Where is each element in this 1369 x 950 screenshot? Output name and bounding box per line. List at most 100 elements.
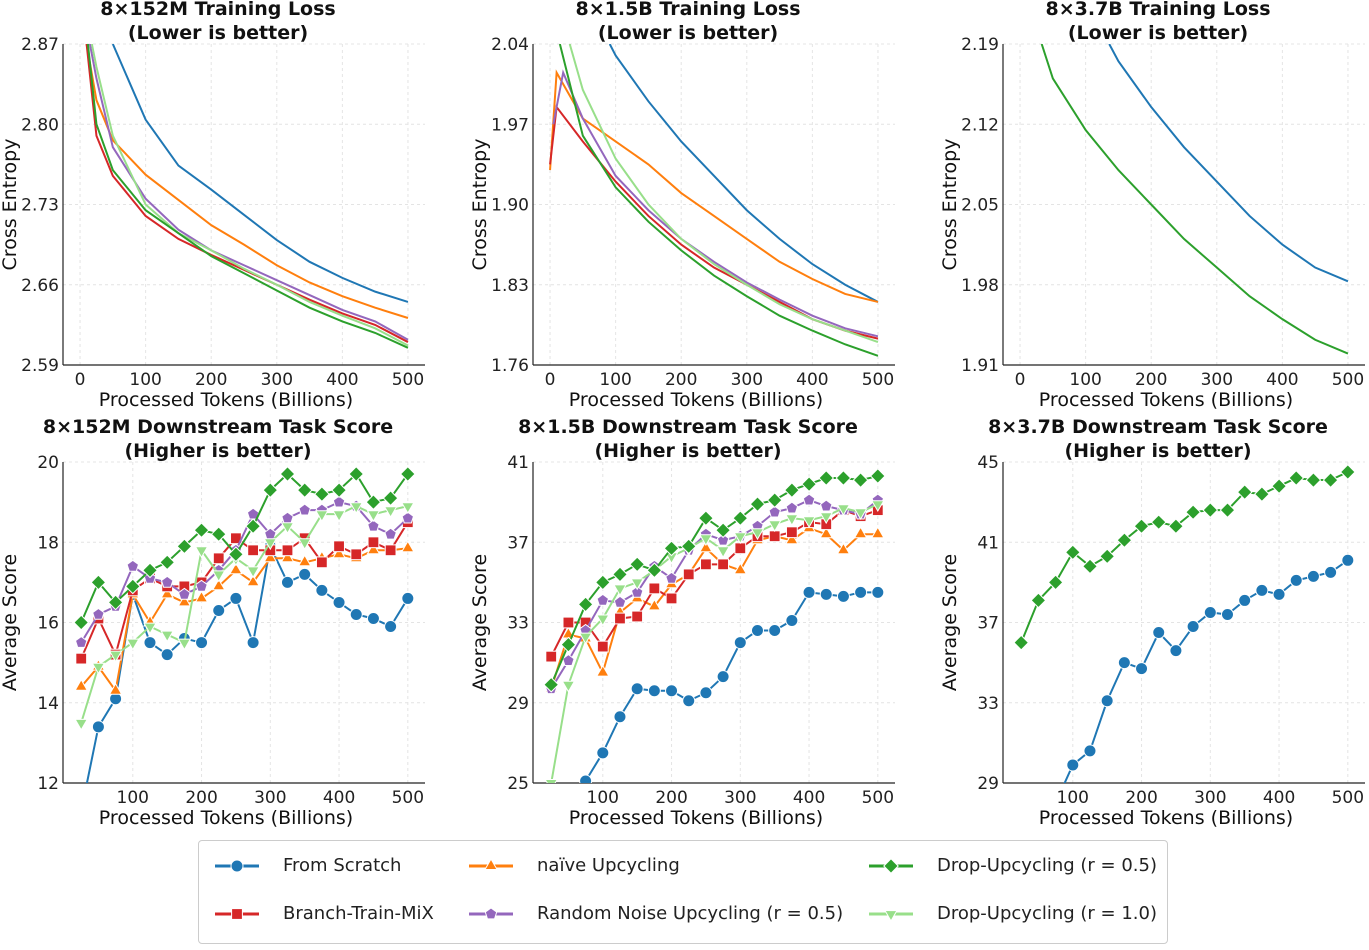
point-from_scratch bbox=[1169, 644, 1183, 658]
point-naive bbox=[853, 526, 868, 539]
point-from_scratch bbox=[1324, 565, 1338, 579]
point-drop10 bbox=[561, 680, 576, 693]
legend-label: naïve Upcycling bbox=[537, 855, 680, 876]
point-from_scratch bbox=[1289, 573, 1303, 587]
point-drop05 bbox=[1013, 634, 1030, 651]
chart-title: 8×1.5B Downstream Task Score bbox=[518, 416, 858, 438]
point-from_scratch bbox=[1203, 605, 1217, 619]
y-axis-label: Average Score bbox=[0, 554, 21, 691]
panel-4: 100 200 300 400 500 25 29 33 37 41 8×1.5B Downstre… bbox=[469, 416, 895, 829]
legend-label: From Scratch bbox=[283, 855, 402, 876]
point-drop05 bbox=[331, 482, 348, 499]
x-tick-label: 200 bbox=[1135, 370, 1167, 390]
x-tick-label: 500 bbox=[1332, 370, 1364, 390]
point-drop05 bbox=[629, 556, 646, 573]
point-drop05 bbox=[296, 482, 313, 499]
point-rnu bbox=[596, 593, 610, 606]
panel-1: 0 100 200 300 400 500 1.76 1.83 1.90 1.97 2.04 8×1.… bbox=[469, 0, 895, 411]
point-drop05 bbox=[697, 510, 714, 527]
point-btx bbox=[350, 548, 363, 561]
point-drop10 bbox=[280, 522, 295, 535]
point-drop10 bbox=[870, 500, 885, 512]
x-tick-label: 300 bbox=[724, 788, 756, 808]
legend-label: Random Noise Upcycling (r = 0.5) bbox=[537, 903, 844, 924]
legend-item-drop10: Drop-Upcycling (r = 1.0) bbox=[869, 903, 1157, 924]
point-drop05 bbox=[1219, 502, 1236, 519]
point-drop05 bbox=[1236, 484, 1253, 501]
y-tick-label: 2.73 bbox=[21, 196, 59, 216]
point-from_scratch bbox=[682, 694, 696, 708]
x-tick-label: 100 bbox=[599, 370, 631, 390]
chart-title: 8×3.7B Downstream Task Score bbox=[988, 416, 1328, 438]
point-from_scratch bbox=[768, 624, 782, 638]
point-from_scratch bbox=[1100, 694, 1114, 708]
legend-marker-diamond bbox=[883, 857, 899, 874]
point-naive bbox=[263, 550, 278, 563]
y-tick-label: 33 bbox=[507, 614, 529, 634]
y-tick-label: 20 bbox=[37, 453, 59, 473]
point-from_scratch bbox=[1117, 656, 1131, 670]
point-from_scratch bbox=[75, 805, 87, 817]
point-drop05 bbox=[313, 486, 330, 503]
y-axis-label: Cross Entropy bbox=[939, 139, 961, 271]
point-from_scratch bbox=[613, 710, 627, 724]
point-drop05 bbox=[594, 574, 611, 591]
point-drop10 bbox=[400, 502, 415, 514]
x-tick-label: 300 bbox=[1194, 788, 1226, 808]
point-btx bbox=[768, 530, 781, 543]
point-from_scratch bbox=[1066, 758, 1080, 772]
legend: From Scratch naïve Upcycling Drop-Upcyclin… bbox=[198, 840, 1168, 944]
point-from_scratch bbox=[647, 684, 661, 698]
point-from_scratch bbox=[366, 611, 380, 625]
point-btx bbox=[75, 652, 88, 665]
x-axis-label: Processed Tokens (Billions) bbox=[569, 389, 823, 411]
x-tick-label: 300 bbox=[1201, 370, 1233, 390]
point-naive bbox=[74, 678, 89, 691]
legend-item-drop05: Drop-Upcycling (r = 0.5) bbox=[869, 855, 1157, 876]
x-tick-label: 400 bbox=[793, 788, 825, 808]
series-line-btx bbox=[549, 104, 879, 340]
point-naive bbox=[246, 574, 260, 587]
chart-subtitle: (Higher is better) bbox=[594, 440, 781, 462]
point-from_scratch bbox=[280, 575, 294, 589]
point-drop05 bbox=[749, 496, 766, 513]
x-tick-label: 100 bbox=[117, 788, 149, 808]
y-tick-label: 37 bbox=[977, 614, 999, 634]
point-naive bbox=[785, 532, 799, 545]
y-tick-label: 2.80 bbox=[21, 115, 59, 135]
point-drop05 bbox=[1253, 486, 1270, 503]
y-tick-label: 41 bbox=[977, 533, 999, 553]
point-from_scratch bbox=[91, 720, 105, 734]
point-drop05 bbox=[732, 510, 749, 527]
point-from_scratch bbox=[229, 591, 243, 605]
point-btx bbox=[734, 542, 747, 555]
point-drop10 bbox=[160, 630, 174, 643]
x-tick-label: 300 bbox=[731, 370, 763, 390]
point-rnu bbox=[768, 505, 781, 518]
legend-swatch bbox=[215, 859, 259, 872]
point-naive bbox=[595, 664, 610, 677]
x-tick-label: 400 bbox=[1266, 370, 1298, 390]
plots-canvas: 0 100 200 300 400 5002.592.662.732.802.878×15… bbox=[0, 0, 1365, 829]
point-drop10 bbox=[383, 506, 398, 518]
x-tick-label: 500 bbox=[1332, 788, 1364, 808]
legend-swatch bbox=[869, 909, 913, 922]
point-btx bbox=[614, 612, 626, 625]
point-rnu bbox=[92, 607, 105, 620]
legend-label: Drop-Upcycling (r = 1.0) bbox=[937, 903, 1157, 924]
legend-swatch bbox=[469, 906, 513, 919]
point-from_scratch bbox=[384, 620, 398, 634]
series-line-drop05 bbox=[558, 44, 879, 357]
point-from_scratch bbox=[349, 607, 363, 621]
point-from_scratch bbox=[401, 591, 415, 605]
point-drop05 bbox=[1150, 514, 1167, 531]
y-axis-label: Average Score bbox=[469, 554, 491, 691]
point-naive bbox=[108, 682, 123, 695]
point-drop10 bbox=[211, 570, 226, 583]
point-rnu bbox=[281, 511, 294, 524]
series-line-naive bbox=[549, 69, 879, 303]
y-tick-label: 2.87 bbox=[21, 35, 59, 55]
point-naive bbox=[733, 562, 748, 575]
y-tick-label: 37 bbox=[507, 533, 529, 553]
point-drop10 bbox=[125, 638, 140, 651]
